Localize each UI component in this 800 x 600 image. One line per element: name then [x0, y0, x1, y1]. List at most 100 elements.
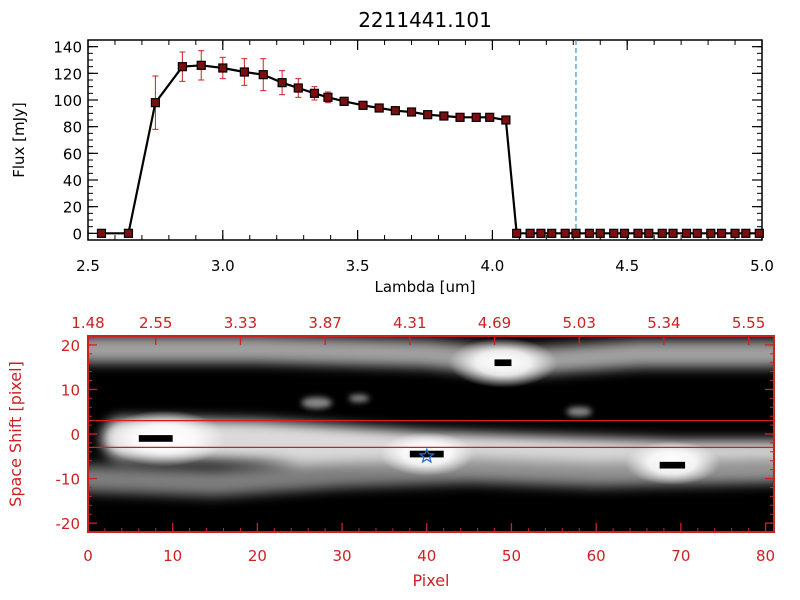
spectrum-data-point — [609, 228, 619, 238]
spectrum-data-point — [96, 228, 107, 238]
spectrum-y-tick-label: 40 — [63, 172, 82, 190]
image-x-axis-label: Pixel — [412, 571, 449, 590]
spectrum-data-point — [644, 228, 654, 238]
spectrum-data-point — [293, 83, 303, 93]
spectrum-data-point — [560, 228, 570, 238]
spectrum-x-tick-label: 4.0 — [480, 257, 504, 275]
spectrum-data-point — [123, 228, 134, 238]
spectrum-data-point — [716, 228, 727, 238]
image-source-trace — [88, 336, 774, 377]
spectrum-x-tick-label: 4.5 — [615, 257, 639, 275]
spectrum-data-point — [406, 107, 417, 117]
spectrum-x-tick-label: 3.0 — [211, 257, 235, 275]
spectrum-data-point — [595, 228, 605, 238]
image-x-tick-label: 0 — [83, 547, 93, 565]
image-saturated-pixels — [138, 359, 686, 469]
spectrum-data-point — [339, 96, 349, 106]
image-x-tick-label: 30 — [333, 547, 352, 565]
image-top-tick-label: 1.48 — [71, 314, 104, 332]
spectrum-y-tick-label: 120 — [53, 65, 82, 83]
image-x-tick-label: 70 — [671, 547, 690, 565]
spectrum-y-axis-label: Flux [mJy] — [10, 102, 28, 178]
spectrum-data-point — [177, 62, 187, 72]
spectrum-y-tick-label: 60 — [63, 145, 82, 163]
spectrum-data-point — [374, 103, 384, 113]
spectrum-series-line — [101, 64, 760, 235]
image-x-tick-labels: 0 10 20 30 40 50 60 70 80 — [83, 547, 775, 565]
image-y-tick-label: 10 — [61, 381, 80, 399]
spectrum-x-tick-label: 5.0 — [750, 257, 774, 275]
image-top-tick-label: 5.34 — [647, 314, 680, 332]
image-x-tick-label: 40 — [417, 547, 436, 565]
image-top-tick-label: 2.55 — [139, 314, 172, 332]
spectrum-data-point — [150, 98, 160, 108]
spectrum-data-point — [218, 63, 228, 73]
image-x-tick-label: 80 — [756, 547, 775, 565]
image-top-tick-label: 4.31 — [393, 314, 426, 332]
spectrum-data-point — [619, 228, 630, 238]
image-y-tick-label: 20 — [61, 337, 80, 355]
spectrum-data-point — [239, 67, 249, 77]
spectrum-data-point — [741, 228, 751, 238]
image-top-tick-label: 3.87 — [308, 314, 341, 332]
image-top-tick-label: 4.69 — [478, 314, 511, 332]
spectrum-data-point — [536, 228, 546, 238]
image-x-tick-label: 60 — [587, 547, 606, 565]
image-faint-blob — [566, 407, 592, 417]
spectrum-plot: 2211441.101 2.5 3.0 3.5 4.0 4.5 5.0 0 20 40 60 80… — [10, 8, 774, 296]
spectrum-y-tick-label: 0 — [72, 225, 82, 243]
spectrum-data-point — [390, 106, 400, 116]
spectrum-data-point — [525, 228, 535, 238]
spectrum-data-point — [471, 112, 481, 122]
image-y-tick-label: -20 — [56, 515, 81, 533]
spectrum-data-point — [730, 228, 740, 238]
spectrum-data-point — [423, 110, 433, 120]
spectrum-data-point — [584, 228, 595, 238]
spectrum-data-point — [692, 228, 702, 238]
spectrum-data-point — [681, 228, 692, 238]
spectrum-x-tick-labels: 2.5 3.0 3.5 4.0 4.5 5.0 — [76, 257, 774, 275]
image-x-tick-label: 10 — [163, 547, 182, 565]
image-y-axis-label: Space Shift [pixel] — [6, 361, 25, 507]
spectrum-title: 2211441.101 — [358, 8, 492, 32]
image-saturated-block — [409, 450, 444, 458]
spectrum-y-tick-labels: 0 20 40 60 80 100 120 140 — [53, 39, 82, 244]
spectrum-data-point — [501, 115, 511, 125]
spectrum-data-point — [633, 228, 643, 238]
spectrum-data-point — [512, 228, 522, 238]
image-top-tick-label: 5.03 — [563, 314, 596, 332]
spectrum-data-point — [358, 100, 368, 110]
spectrum-data-point — [196, 60, 206, 70]
spectrum-x-tick-label: 3.5 — [346, 257, 370, 275]
image-x-tick-label: 50 — [502, 547, 521, 565]
spectrum-x-tick-label: 2.5 — [76, 257, 100, 275]
spectrum-data-point — [547, 228, 557, 238]
extraction-window-lines — [88, 419, 774, 449]
image-top-wavelength-labels: 1.48 2.55 3.33 3.87 4.31 4.69 5.03 5.34 5.55 — [71, 314, 765, 332]
spectrum-data-point — [754, 228, 764, 238]
image-saturated-block — [138, 435, 173, 442]
spectrum-data-point — [455, 112, 465, 122]
image-saturated-block — [494, 359, 512, 367]
spectrum-x-axis-label: Lambda [um] — [375, 278, 476, 296]
spectrum-data-point — [485, 112, 495, 122]
spectrum-data-point — [657, 228, 667, 238]
image-faint-blob — [301, 397, 332, 409]
spectral-image-plot: 0 10 20 30 40 50 60 70 80 -20 -10 0 10 20 1.48 2.55 3.… — [6, 314, 775, 590]
image-top-tick-label: 5.55 — [732, 314, 765, 332]
image-y-tick-label: 0 — [70, 426, 80, 444]
image-ticks — [87, 336, 774, 532]
image-top-tick-label: 3.33 — [224, 314, 257, 332]
spectrum-data-point — [706, 228, 716, 238]
spectrum-data-point — [277, 78, 287, 88]
spectrum-axes-frame — [87, 39, 763, 241]
spectrum-markers — [96, 60, 764, 238]
image-area — [88, 336, 774, 532]
image-x-tick-label: 20 — [248, 547, 267, 565]
spectrum-data-point — [323, 92, 333, 102]
image-faint-blobs — [301, 394, 592, 417]
spectrum-data-point — [439, 111, 449, 121]
spectrum-y-tick-label: 20 — [63, 199, 82, 217]
spectrum-data-point — [309, 88, 320, 98]
image-y-tick-labels: -20 -10 0 10 20 — [56, 337, 81, 533]
